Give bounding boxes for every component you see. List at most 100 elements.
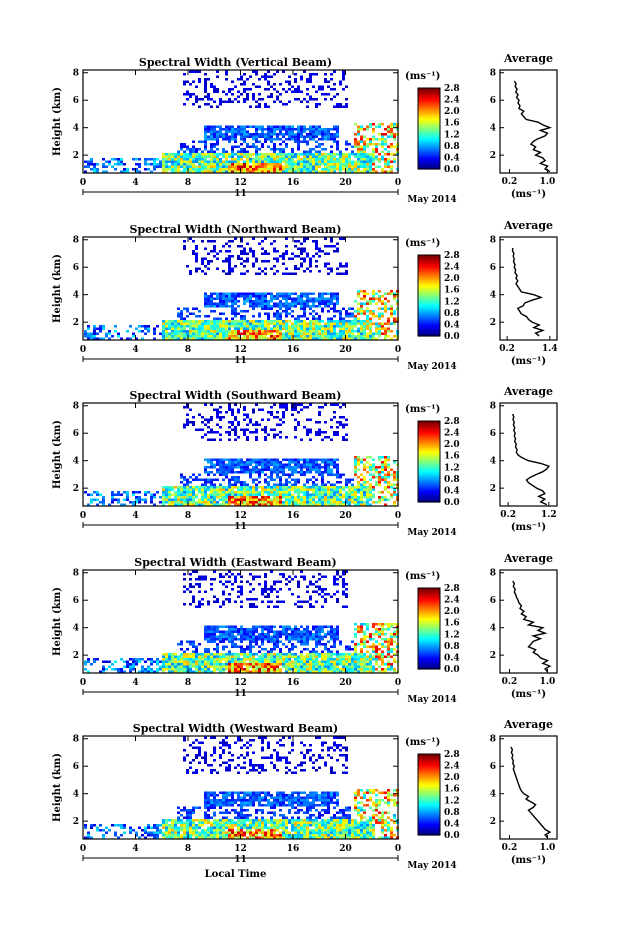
y-tick-label: 8 xyxy=(73,735,79,745)
profile-x-tick: 1.0 xyxy=(540,843,556,853)
colorbar-tick: 1.2 xyxy=(444,130,460,140)
colorbar-tick: 2.8 xyxy=(444,251,460,261)
x-tick-label: 8 xyxy=(185,511,191,521)
colorbar-tick: 0.0 xyxy=(444,665,460,675)
x-tick-label: 0 xyxy=(395,678,401,688)
profile-y-tick: 6 xyxy=(490,596,496,606)
x-tick-label: 12 xyxy=(234,511,247,521)
colorbar-tick: 1.6 xyxy=(444,119,460,129)
x-tick-label: 16 xyxy=(287,678,300,688)
profile-unit: (ms⁻¹) xyxy=(511,189,546,200)
month-label: May 2014 xyxy=(407,362,456,372)
day-label: 11 xyxy=(234,522,247,532)
profile-frame xyxy=(500,403,557,506)
profile-y-tick: 6 xyxy=(490,429,496,439)
colorbar-unit: (ms⁻¹) xyxy=(405,404,440,415)
day-label: 11 xyxy=(234,189,247,199)
x-tick-label: 0 xyxy=(395,511,401,521)
x-tick-label: 0 xyxy=(395,345,401,355)
profile-x-tick: 0.2 xyxy=(502,677,518,687)
panel-title: Spectral Width (Eastward Beam) xyxy=(134,556,336,569)
colorbar-tick: 1.2 xyxy=(444,463,460,473)
y-tick-label: 4 xyxy=(73,124,79,134)
y-tick-label: 6 xyxy=(73,762,79,772)
x-axis-label: Local Time xyxy=(205,869,267,880)
panel-0: Spectral Width (Vertical Beam)2468Height… xyxy=(52,52,557,205)
y-axis-label: Height (km) xyxy=(52,254,63,323)
profile-frame xyxy=(500,736,557,839)
panel-title: Spectral Width (Vertical Beam) xyxy=(139,56,332,69)
month-label: May 2014 xyxy=(407,528,456,538)
colorbar-tick: 2.8 xyxy=(444,84,460,94)
profile-y-tick: 2 xyxy=(490,484,496,494)
profile-y-tick: 4 xyxy=(490,457,496,467)
colorbar-unit: (ms⁻¹) xyxy=(405,238,440,249)
colorbar-tick: 0.0 xyxy=(444,831,460,841)
colorbar-tick: 2.8 xyxy=(444,584,460,594)
profile-y-tick: 8 xyxy=(490,236,496,246)
colorbar-tick: 0.4 xyxy=(444,486,460,496)
profile-y-tick: 8 xyxy=(490,402,496,412)
heatmap-cells xyxy=(84,71,399,174)
profile-line xyxy=(514,81,550,172)
colorbar-tick: 1.2 xyxy=(444,630,460,640)
y-tick-label: 8 xyxy=(73,569,79,579)
y-tick-label: 2 xyxy=(73,651,79,661)
x-tick-label: 4 xyxy=(132,678,138,688)
x-tick-label: 20 xyxy=(339,178,352,188)
x-tick-label: 8 xyxy=(185,345,191,355)
profile-y-tick: 8 xyxy=(490,569,496,579)
y-axis-label: Height (km) xyxy=(52,87,63,156)
colorbar-tick: 0.8 xyxy=(444,808,460,818)
colorbar-tick: 2.4 xyxy=(444,429,460,439)
colorbar-tick: 1.2 xyxy=(444,297,460,307)
profile-y-tick: 4 xyxy=(490,624,496,634)
heatmap-cells xyxy=(84,737,399,840)
colorbar-tick: 1.6 xyxy=(444,619,460,629)
profile-x-tick: 0.2 xyxy=(499,344,515,354)
x-tick-label: 20 xyxy=(339,345,352,355)
x-tick-label: 4 xyxy=(132,345,138,355)
y-tick-label: 6 xyxy=(73,596,79,606)
x-tick-label: 0 xyxy=(395,178,401,188)
y-tick-label: 2 xyxy=(73,151,79,161)
colorbar-tick: 0.0 xyxy=(444,332,460,342)
panel-2: Spectral Width (Southward Beam)2468Heigh… xyxy=(52,385,557,538)
profile-y-tick: 2 xyxy=(490,151,496,161)
y-tick-label: 4 xyxy=(73,624,79,634)
colorbar-unit: (ms⁻¹) xyxy=(405,737,440,748)
x-tick-label: 0 xyxy=(80,844,86,854)
colorbar-tick: 2.4 xyxy=(444,596,460,606)
profile-x-tick: 1.2 xyxy=(541,510,557,520)
profile-unit: (ms⁻¹) xyxy=(511,356,546,367)
colorbar-tick: 1.6 xyxy=(444,286,460,296)
profile-line xyxy=(513,414,549,505)
y-tick-label: 2 xyxy=(73,318,79,328)
profile-y-tick: 6 xyxy=(490,96,496,106)
profile-y-tick: 2 xyxy=(490,318,496,328)
x-tick-label: 0 xyxy=(80,511,86,521)
x-tick-label: 16 xyxy=(287,345,300,355)
y-tick-label: 4 xyxy=(73,291,79,301)
colorbar-tick: 2.8 xyxy=(444,750,460,760)
x-tick-label: 12 xyxy=(234,678,247,688)
x-tick-label: 16 xyxy=(287,511,300,521)
profile-x-tick: 1.0 xyxy=(540,177,556,187)
colorbar-tick: 1.6 xyxy=(444,452,460,462)
x-tick-label: 20 xyxy=(339,844,352,854)
profile-y-tick: 6 xyxy=(490,263,496,273)
colorbar-tick: 0.8 xyxy=(444,142,460,152)
profile-y-tick: 4 xyxy=(490,124,496,134)
y-tick-label: 6 xyxy=(73,429,79,439)
month-label: May 2014 xyxy=(407,695,456,705)
profile-title: Average xyxy=(503,385,553,398)
y-tick-label: 2 xyxy=(73,484,79,494)
x-tick-label: 0 xyxy=(395,844,401,854)
profile-title: Average xyxy=(503,718,553,731)
profile-line xyxy=(513,581,550,672)
colorbar-tick: 2.8 xyxy=(444,417,460,427)
profile-frame xyxy=(500,237,557,340)
x-tick-label: 16 xyxy=(287,844,300,854)
profile-title: Average xyxy=(503,52,553,65)
